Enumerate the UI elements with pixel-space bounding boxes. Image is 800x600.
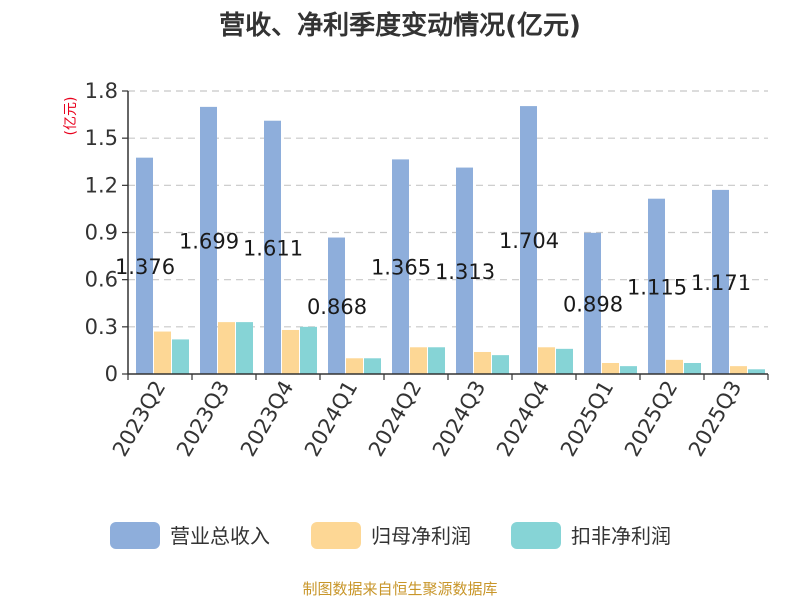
bar-deducted-net-profit-2024Q3 [492, 355, 509, 374]
x-tick-label: 2023Q4 [236, 377, 298, 461]
y-axis-unit-label: (亿元) [63, 97, 79, 136]
y-tick-label: 1.5 [85, 126, 118, 150]
bar-revenue-2023Q3 [200, 106, 217, 374]
bar-revenue-2025Q1 [584, 232, 601, 374]
y-tick-label: 0.9 [85, 221, 118, 245]
bar-net-profit-2024Q1 [346, 358, 363, 374]
bar-deducted-net-profit-2025Q2 [684, 362, 701, 374]
data-label-revenue-2025Q3: 1.171 [691, 271, 751, 295]
data-label-revenue-2025Q2: 1.115 [627, 275, 687, 299]
legend-label-net-profit: 归母净利润 [371, 524, 471, 548]
legend-item-net-profit[interactable]: 归母净利润 [311, 522, 471, 549]
y-tick-label: 1.8 [85, 79, 118, 103]
bar-net-profit-2023Q3 [218, 322, 235, 374]
bar-net-profit-2023Q4 [282, 329, 299, 374]
bar-deducted-net-profit-2024Q2 [428, 347, 445, 374]
x-tick-label: 2025Q2 [620, 377, 682, 461]
data-label-revenue-2023Q2: 1.376 [115, 255, 175, 279]
bar-deducted-net-profit-2024Q4 [556, 348, 573, 374]
bar-net-profit-2024Q4 [538, 347, 555, 374]
bar-revenue-2023Q4 [264, 120, 281, 374]
bar-net-profit-2025Q3 [730, 366, 747, 374]
data-label-revenue-2025Q1: 0.898 [563, 292, 623, 316]
data-label-revenue-2023Q4: 1.611 [243, 236, 303, 260]
bars [136, 106, 765, 375]
legend-label-deducted-net-profit: 扣非净利润 [571, 524, 671, 548]
chart-title: 营收、净利季度变动情况(亿元) [219, 10, 581, 41]
bar-deducted-net-profit-2024Q1 [364, 358, 381, 374]
data-label-revenue-2024Q1: 0.868 [307, 295, 367, 319]
y-axis-ticks: 0 0.3 0.6 0.9 1.2 1.5 1.8 [85, 79, 128, 386]
legend-swatch-net-profit [311, 522, 361, 549]
legend-swatch-revenue [110, 522, 160, 549]
legend[interactable]: 营业总收入 归母净利润 扣非净利润 [110, 522, 671, 549]
bar-deducted-net-profit-2025Q1 [620, 366, 637, 374]
x-tick-label: 2024Q1 [300, 377, 362, 461]
legend-swatch-deducted-net-profit [511, 522, 561, 549]
bar-revenue-2023Q2 [136, 157, 153, 374]
data-label-revenue-2024Q2: 1.365 [371, 256, 431, 280]
legend-label-revenue: 营业总收入 [170, 524, 270, 548]
bar-deducted-net-profit-2023Q3 [236, 322, 253, 374]
bar-deducted-net-profit-2023Q4 [300, 326, 317, 374]
y-tick-label: 0.3 [85, 315, 118, 339]
data-label-revenue-2023Q3: 1.699 [179, 229, 239, 253]
y-tick-label: 0 [105, 362, 118, 386]
x-tick-label: 2023Q2 [108, 377, 170, 461]
x-axis-ticks: 2023Q2 2023Q3 2023Q4 2024Q1 2024Q2 2024Q3 2024… [108, 374, 769, 461]
x-tick-label: 2025Q1 [556, 377, 618, 461]
bar-deducted-net-profit-2025Q3 [748, 369, 765, 374]
x-tick-label: 2024Q3 [428, 377, 490, 461]
data-label-revenue-2024Q4: 1.704 [499, 229, 559, 253]
bar-revenue-2025Q3 [712, 189, 729, 374]
y-tick-label: 1.2 [85, 173, 118, 197]
bar-net-profit-2024Q3 [474, 351, 491, 374]
bar-revenue-2024Q2 [392, 159, 409, 374]
data-label-revenue-2024Q3: 1.313 [435, 260, 495, 284]
x-tick-label: 2023Q3 [172, 377, 234, 461]
y-tick-label: 0.6 [85, 268, 118, 292]
bar-revenue-2024Q1 [328, 237, 345, 374]
bar-revenue-2024Q4 [520, 106, 537, 375]
bar-net-profit-2024Q2 [410, 347, 427, 374]
bar-net-profit-2025Q2 [666, 359, 683, 374]
x-tick-label: 2024Q2 [364, 377, 426, 461]
bar-revenue-2024Q3 [456, 167, 473, 374]
legend-item-revenue[interactable]: 营业总收入 [110, 522, 270, 549]
source-note: 制图数据来自恒生聚源数据库 [302, 580, 497, 598]
bar-deducted-net-profit-2023Q2 [172, 339, 189, 374]
legend-item-deducted-net-profit[interactable]: 扣非净利润 [511, 522, 671, 549]
bar-revenue-2025Q2 [648, 198, 665, 374]
bar-net-profit-2025Q1 [602, 362, 619, 374]
x-tick-label: 2025Q3 [684, 377, 746, 461]
bar-net-profit-2023Q2 [154, 331, 171, 374]
x-tick-label: 2024Q4 [492, 377, 554, 461]
